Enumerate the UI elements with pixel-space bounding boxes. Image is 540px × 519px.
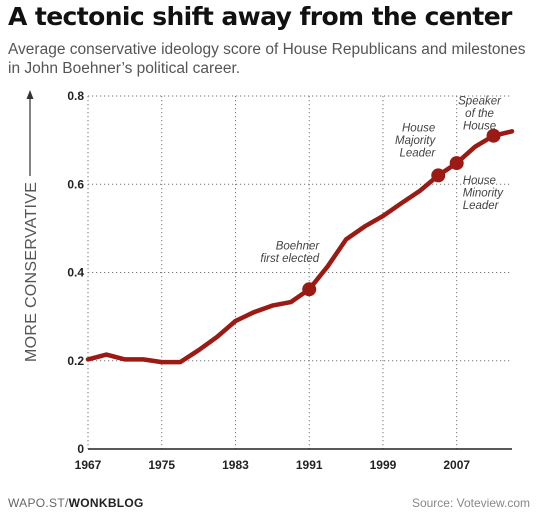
milestones <box>302 128 501 297</box>
milestone-label: Boehner first elected <box>260 240 320 265</box>
milestone-label-line: Minority <box>463 188 505 200</box>
x-tick-label: 1983 <box>222 458 249 472</box>
chart-subtitle: Average conservative ideology score of H… <box>8 41 526 77</box>
axes: 0 0.2 0.4 0.6 0.8 1967 1975 1983 1991 1999 2007 <box>67 89 512 472</box>
milestone-label: House Majority Leader <box>395 122 437 159</box>
milestone-label-line: House <box>463 175 496 187</box>
milestone-dot <box>486 128 501 143</box>
chart-title: A tectonic shift away from the center <box>8 2 512 31</box>
y-tick-label: 0.4 <box>67 266 84 280</box>
x-tick-label: 2007 <box>443 458 470 472</box>
footer-credit: WAPO.ST/WONKBLOG <box>8 496 144 510</box>
footer-credit-brand: WONKBLOG <box>68 496 144 510</box>
milestone-label-line: Speaker <box>458 96 502 108</box>
milestone-label-line: of the <box>465 108 494 120</box>
x-tick-label: 1975 <box>148 458 175 472</box>
y-tick-label: 0.2 <box>67 354 84 368</box>
y-tick-label: 0.8 <box>67 89 84 103</box>
milestone-label-line: House <box>463 121 496 133</box>
x-tick-label: 1967 <box>75 458 102 472</box>
milestone-label-line: House <box>402 122 435 134</box>
y-tick-label: 0 <box>77 442 84 456</box>
milestone-label-line: Leader <box>463 200 500 212</box>
x-tick-label: 1991 <box>296 458 323 472</box>
milestone-dot <box>302 282 317 297</box>
milestone-dot <box>431 168 446 183</box>
milestone-label-line: Majority <box>395 135 437 147</box>
milestone-label: Speaker of the House <box>458 96 502 133</box>
y-tick-label: 0.6 <box>67 177 84 191</box>
grid <box>87 95 512 449</box>
milestone-label: House Minority Leader <box>463 175 505 212</box>
footer-source: Source: Voteview.com <box>411 496 530 510</box>
x-tick-label: 1999 <box>370 458 397 472</box>
y-axis-label-text: MORE CONSERVATIVE <box>23 182 40 362</box>
line-chart: 0 0.2 0.4 0.6 0.8 1967 1975 1983 1991 1999 2007 MO… <box>18 89 515 472</box>
y-axis-arrow-head <box>26 90 34 99</box>
milestone-label-line: Boehner <box>276 240 321 252</box>
footer-credit-prefix: WAPO.ST/ <box>8 496 69 510</box>
y-axis-label: MORE CONSERVATIVE <box>18 90 42 366</box>
milestone-label-line: Leader <box>399 147 436 159</box>
milestone-dot <box>449 156 464 171</box>
milestone-label-line: first elected <box>260 253 319 265</box>
